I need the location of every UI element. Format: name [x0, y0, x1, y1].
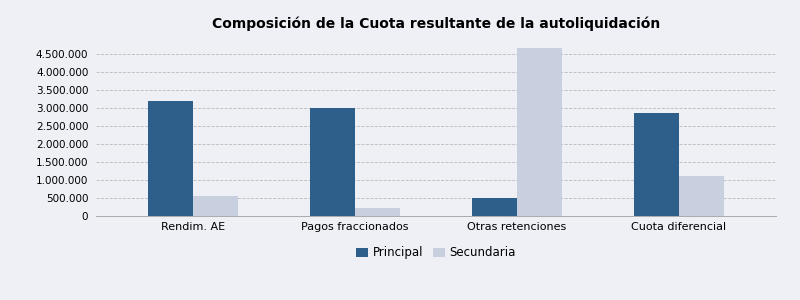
Bar: [193, 196, 238, 216]
Bar: [310, 108, 355, 216]
Bar: [355, 208, 400, 216]
Title: Composición de la Cuota resultante de la autoliquidación: Composición de la Cuota resultante de la…: [212, 16, 660, 31]
Bar: [634, 113, 679, 216]
Bar: [679, 176, 724, 216]
Bar: [472, 198, 517, 216]
Bar: [148, 101, 193, 216]
Bar: [517, 47, 562, 216]
Legend: Principal, Secundaria: Principal, Secundaria: [351, 242, 521, 264]
